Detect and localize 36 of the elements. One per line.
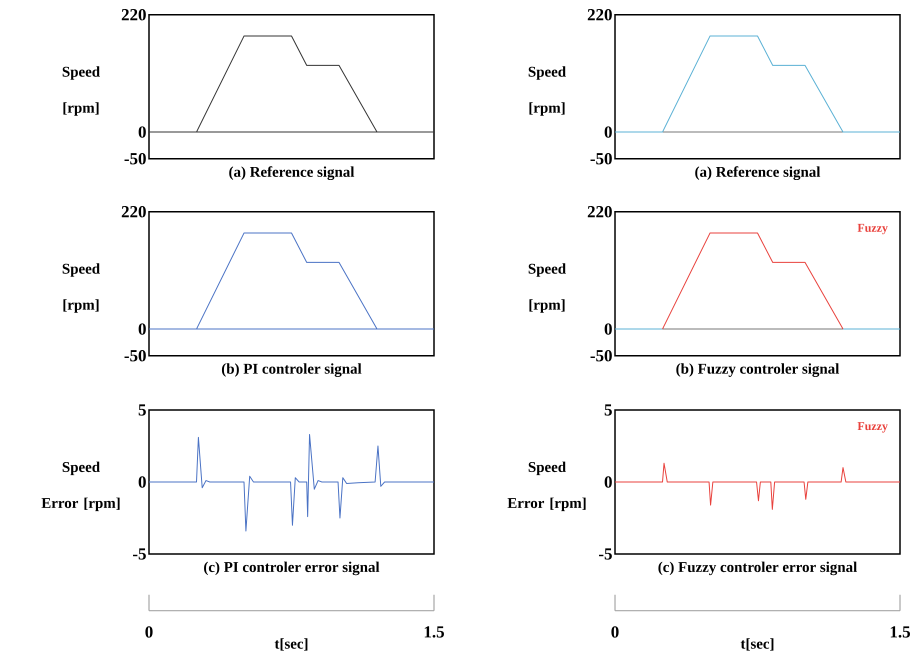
y-tick-label: 0 xyxy=(604,323,612,335)
text: (a) Reference signal xyxy=(229,166,354,180)
y-tick-label: 220 xyxy=(122,206,146,218)
x-tick-label: 1.5 xyxy=(890,626,910,638)
text: Speed Error [rpm] xyxy=(42,462,120,512)
y-tick-label: -50 xyxy=(590,152,612,164)
y-tick-label: -50 xyxy=(590,350,612,362)
x-axis-title: t[sec] xyxy=(274,638,308,651)
y-tick-label: -50 xyxy=(124,350,146,362)
text: (b) PI controler signal xyxy=(222,363,362,377)
x-axis-title: t[sec] xyxy=(740,638,774,651)
y-tick-label: 220 xyxy=(122,8,146,20)
y-tick-label: -50 xyxy=(124,152,146,164)
text: Speed [rpm] xyxy=(528,66,566,116)
y-tick-label: 0 xyxy=(138,323,146,335)
y-tick-label: -5 xyxy=(132,548,146,560)
y-tick-label: 0 xyxy=(604,126,612,138)
y-tick-label: 220 xyxy=(588,206,612,218)
text: Speed [rpm] xyxy=(62,263,100,313)
text: (b) Fuzzy controler signal xyxy=(676,363,840,377)
y-tick-label: -5 xyxy=(599,548,612,560)
text: (c) PI controler error signal xyxy=(204,562,380,576)
y-tick-label: 5 xyxy=(138,404,146,416)
y-tick-label: 220 xyxy=(588,8,612,20)
text: (a) Reference signal xyxy=(695,166,820,180)
y-tick-label: 0 xyxy=(604,476,612,488)
y-tick-label: 0 xyxy=(138,126,146,138)
x-tick-label: 1.5 xyxy=(424,626,444,638)
y-tick-label: 0 xyxy=(138,476,146,488)
text: Speed [rpm] xyxy=(528,263,566,313)
text: Speed Error [rpm] xyxy=(508,462,586,512)
y-tick-label: 5 xyxy=(604,404,612,416)
text: (c) Fuzzy controler error signal xyxy=(658,562,857,576)
text: Fuzzy xyxy=(858,224,888,234)
text: Fuzzy xyxy=(858,422,888,433)
text: Speed [rpm] xyxy=(62,66,100,116)
